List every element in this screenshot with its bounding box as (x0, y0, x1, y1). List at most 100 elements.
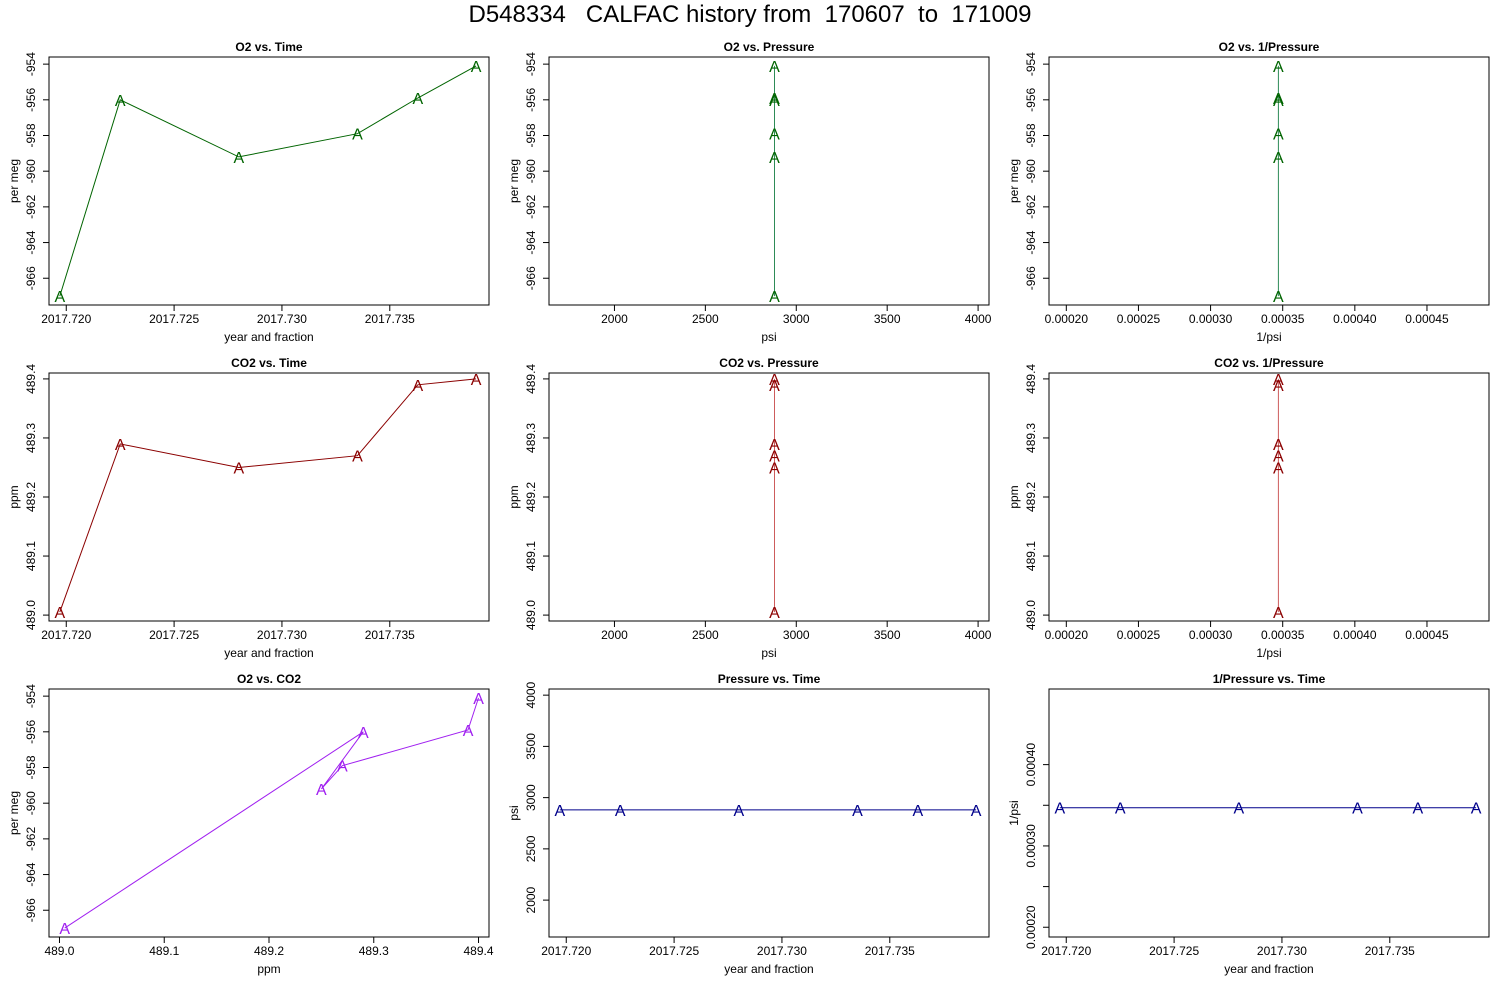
pressure-vs-time-data-point: A (852, 803, 863, 820)
co2-vs-inv-pressure-x-tick-label: 0.00030 (1189, 628, 1233, 642)
o2-vs-time-title: O2 vs. Time (235, 40, 302, 54)
o2-vs-co2-x-tick-label: 489.1 (149, 944, 179, 958)
co2-vs-inv-pressure-x-axis-label: 1/psi (1256, 646, 1281, 660)
o2-vs-co2-y-tick-label: -964 (24, 862, 38, 886)
inv-pressure-vs-time-x-axis-label: year and fraction (1224, 962, 1313, 976)
o2-vs-co2-title: O2 vs. CO2 (237, 672, 301, 686)
o2-vs-time-data-point: A (233, 150, 244, 167)
o2-vs-inv-pressure-y-tick-label: -956 (1024, 87, 1038, 111)
inv-pressure-vs-time-data-point: A (1054, 801, 1065, 818)
o2-vs-inv-pressure-x-tick-label: 0.00045 (1405, 312, 1449, 326)
co2-vs-pressure-data-point: A (769, 460, 780, 477)
o2-vs-pressure-x-tick-label: 3000 (783, 312, 810, 326)
o2-vs-pressure-x-tick-label: 2500 (692, 312, 719, 326)
pressure-vs-time-data-point: A (912, 803, 923, 820)
o2-vs-inv-pressure-x-tick-label: 0.00025 (1117, 312, 1161, 326)
co2-vs-time-data-point: A (54, 605, 65, 622)
o2-vs-inv-pressure-x-tick-label: 0.00035 (1261, 312, 1305, 326)
o2-vs-inv-pressure-y-tick-label: -964 (1024, 230, 1038, 254)
co2-vs-pressure-y-tick-label: 489.0 (524, 600, 538, 630)
inv-pressure-vs-time-x-tick-label: 2017.735 (1365, 944, 1415, 958)
co2-vs-inv-pressure-title: CO2 vs. 1/Pressure (1214, 356, 1324, 370)
co2-vs-pressure-data-point: A (769, 437, 780, 454)
o2-vs-pressure-data-point: A (769, 91, 780, 108)
o2-vs-time-data-point: A (471, 59, 482, 76)
o2-vs-time-y-tick-label: -962 (24, 195, 38, 219)
pressure-vs-time-data-point: A (554, 803, 565, 820)
co2-vs-inv-pressure-x-tick-label: 0.00025 (1117, 628, 1161, 642)
co2-vs-pressure-data-point: A (769, 372, 780, 389)
co2-vs-pressure-x-tick-label: 3500 (874, 628, 901, 642)
co2-vs-pressure-title: CO2 vs. Pressure (719, 356, 819, 370)
o2-vs-time-data-point: A (54, 289, 65, 306)
o2-vs-time-x-tick-label: 2017.735 (365, 312, 415, 326)
o2-vs-inv-pressure-data-point: A (1273, 59, 1284, 76)
inv-pressure-vs-time-panel: 1/Pressure vs. Time 2017.720 2017.725 2017.… (1007, 672, 1490, 976)
pressure-vs-time-x-tick-label: 2017.720 (541, 944, 591, 958)
inv-pressure-vs-time-x-tick-label: 2017.720 (1041, 944, 1091, 958)
o2-vs-time-frame (48, 56, 490, 306)
o2-vs-time-y-tick-label: -966 (24, 266, 38, 290)
co2-vs-time-series-line (59, 378, 477, 613)
o2-vs-co2-y-axis-label: per meg (7, 791, 21, 835)
o2-vs-pressure-y-tick-label: -958 (524, 123, 538, 147)
co2-vs-time-y-tick-label: 489.1 (24, 541, 38, 571)
o2-vs-pressure-x-axis-label: psi (761, 330, 776, 344)
co2-vs-time-y-tick-label: 489.2 (24, 482, 38, 512)
o2-vs-inv-pressure-y-axis-label: per meg (1007, 159, 1021, 203)
co2-vs-time-x-tick-label: 2017.725 (149, 628, 199, 642)
o2-vs-pressure-panel: O2 vs. Pressure 2000 2500 3000 3500 4000 -966 -… (507, 40, 992, 344)
o2-vs-time-y-tick-label: -958 (24, 123, 38, 147)
o2-vs-co2-y-tick-label: -960 (24, 791, 38, 815)
co2-vs-pressure-y-axis-label: ppm (507, 485, 521, 508)
o2-vs-pressure-data-point: A (769, 150, 780, 167)
o2-vs-inv-pressure-y-tick-label: -960 (1024, 159, 1038, 183)
o2-vs-pressure-x-tick-label: 4000 (965, 312, 992, 326)
o2-vs-co2-data-point: A (463, 723, 474, 740)
o2-vs-co2-y-tick-label: -956 (24, 719, 38, 743)
co2-vs-time-y-axis-label: ppm (7, 485, 21, 508)
co2-vs-time-x-tick-label: 2017.735 (365, 628, 415, 642)
inv-pressure-vs-time-title: 1/Pressure vs. Time (1213, 672, 1326, 686)
co2-vs-inv-pressure-y-tick-label: 489.1 (1024, 541, 1038, 571)
co2-vs-inv-pressure-x-tick-label: 0.00020 (1045, 628, 1089, 642)
o2-vs-inv-pressure-x-tick-label: 0.00040 (1333, 312, 1377, 326)
co2-vs-time-title: CO2 vs. Time (231, 356, 307, 370)
o2-vs-time-y-tick-label: -954 (24, 52, 38, 76)
inv-pressure-vs-time-data-point: A (1352, 801, 1363, 818)
inv-pressure-vs-time-y-tick-label: 0.00020 (1024, 905, 1038, 949)
o2-vs-pressure-y-tick-label: -954 (524, 52, 538, 76)
co2-vs-pressure-x-tick-label: 3000 (783, 628, 810, 642)
o2-vs-co2-data-point: A (358, 725, 369, 742)
co2-vs-pressure-data-point: A (769, 449, 780, 466)
co2-vs-time-data-point: A (233, 460, 244, 477)
o2-vs-time-series-line (59, 65, 477, 297)
co2-vs-pressure-y-tick-label: 489.3 (524, 423, 538, 453)
co2-vs-time-x-tick-label: 2017.720 (41, 628, 91, 642)
co2-vs-pressure-x-tick-label: 4000 (965, 628, 992, 642)
co2-vs-inv-pressure-data-point: A (1273, 605, 1284, 622)
co2-vs-inv-pressure-y-tick-label: 489.0 (1024, 600, 1038, 630)
co2-vs-time-y-tick-label: 489.0 (24, 600, 38, 630)
inv-pressure-vs-time-x-tick-label: 2017.730 (1257, 944, 1307, 958)
co2-vs-inv-pressure-x-tick-label: 0.00045 (1405, 628, 1449, 642)
o2-vs-pressure-data-point: A (769, 93, 780, 110)
co2-vs-pressure-x-axis-label: psi (761, 646, 776, 660)
co2-vs-inv-pressure-y-tick-label: 489.3 (1024, 423, 1038, 453)
pressure-vs-time-data-point: A (615, 803, 626, 820)
o2-vs-co2-x-axis-label: ppm (257, 962, 280, 976)
co2-vs-pressure-data-point: A (769, 605, 780, 622)
pressure-vs-time-y-tick-label: 3500 (524, 733, 538, 760)
o2-vs-pressure-frame (548, 56, 990, 306)
o2-vs-inv-pressure-y-tick-label: -954 (1024, 52, 1038, 76)
co2-vs-time-panel: CO2 vs. Time 2017.720 2017.725 2017.730 2017… (7, 356, 490, 660)
o2-vs-time-data-point: A (412, 91, 423, 108)
inv-pressure-vs-time-y-tick-label: 0.00040 (1024, 743, 1038, 787)
o2-vs-time-x-tick-label: 2017.730 (257, 312, 307, 326)
o2-vs-pressure-y-axis-label: per meg (507, 159, 521, 203)
co2-vs-pressure-y-tick-label: 489.4 (524, 364, 538, 394)
co2-vs-inv-pressure-x-tick-label: 0.00035 (1261, 628, 1305, 642)
co2-vs-time-data-point: A (412, 378, 423, 395)
inv-pressure-vs-time-data-point: A (1412, 801, 1423, 818)
co2-vs-time-data-point: A (115, 437, 126, 454)
